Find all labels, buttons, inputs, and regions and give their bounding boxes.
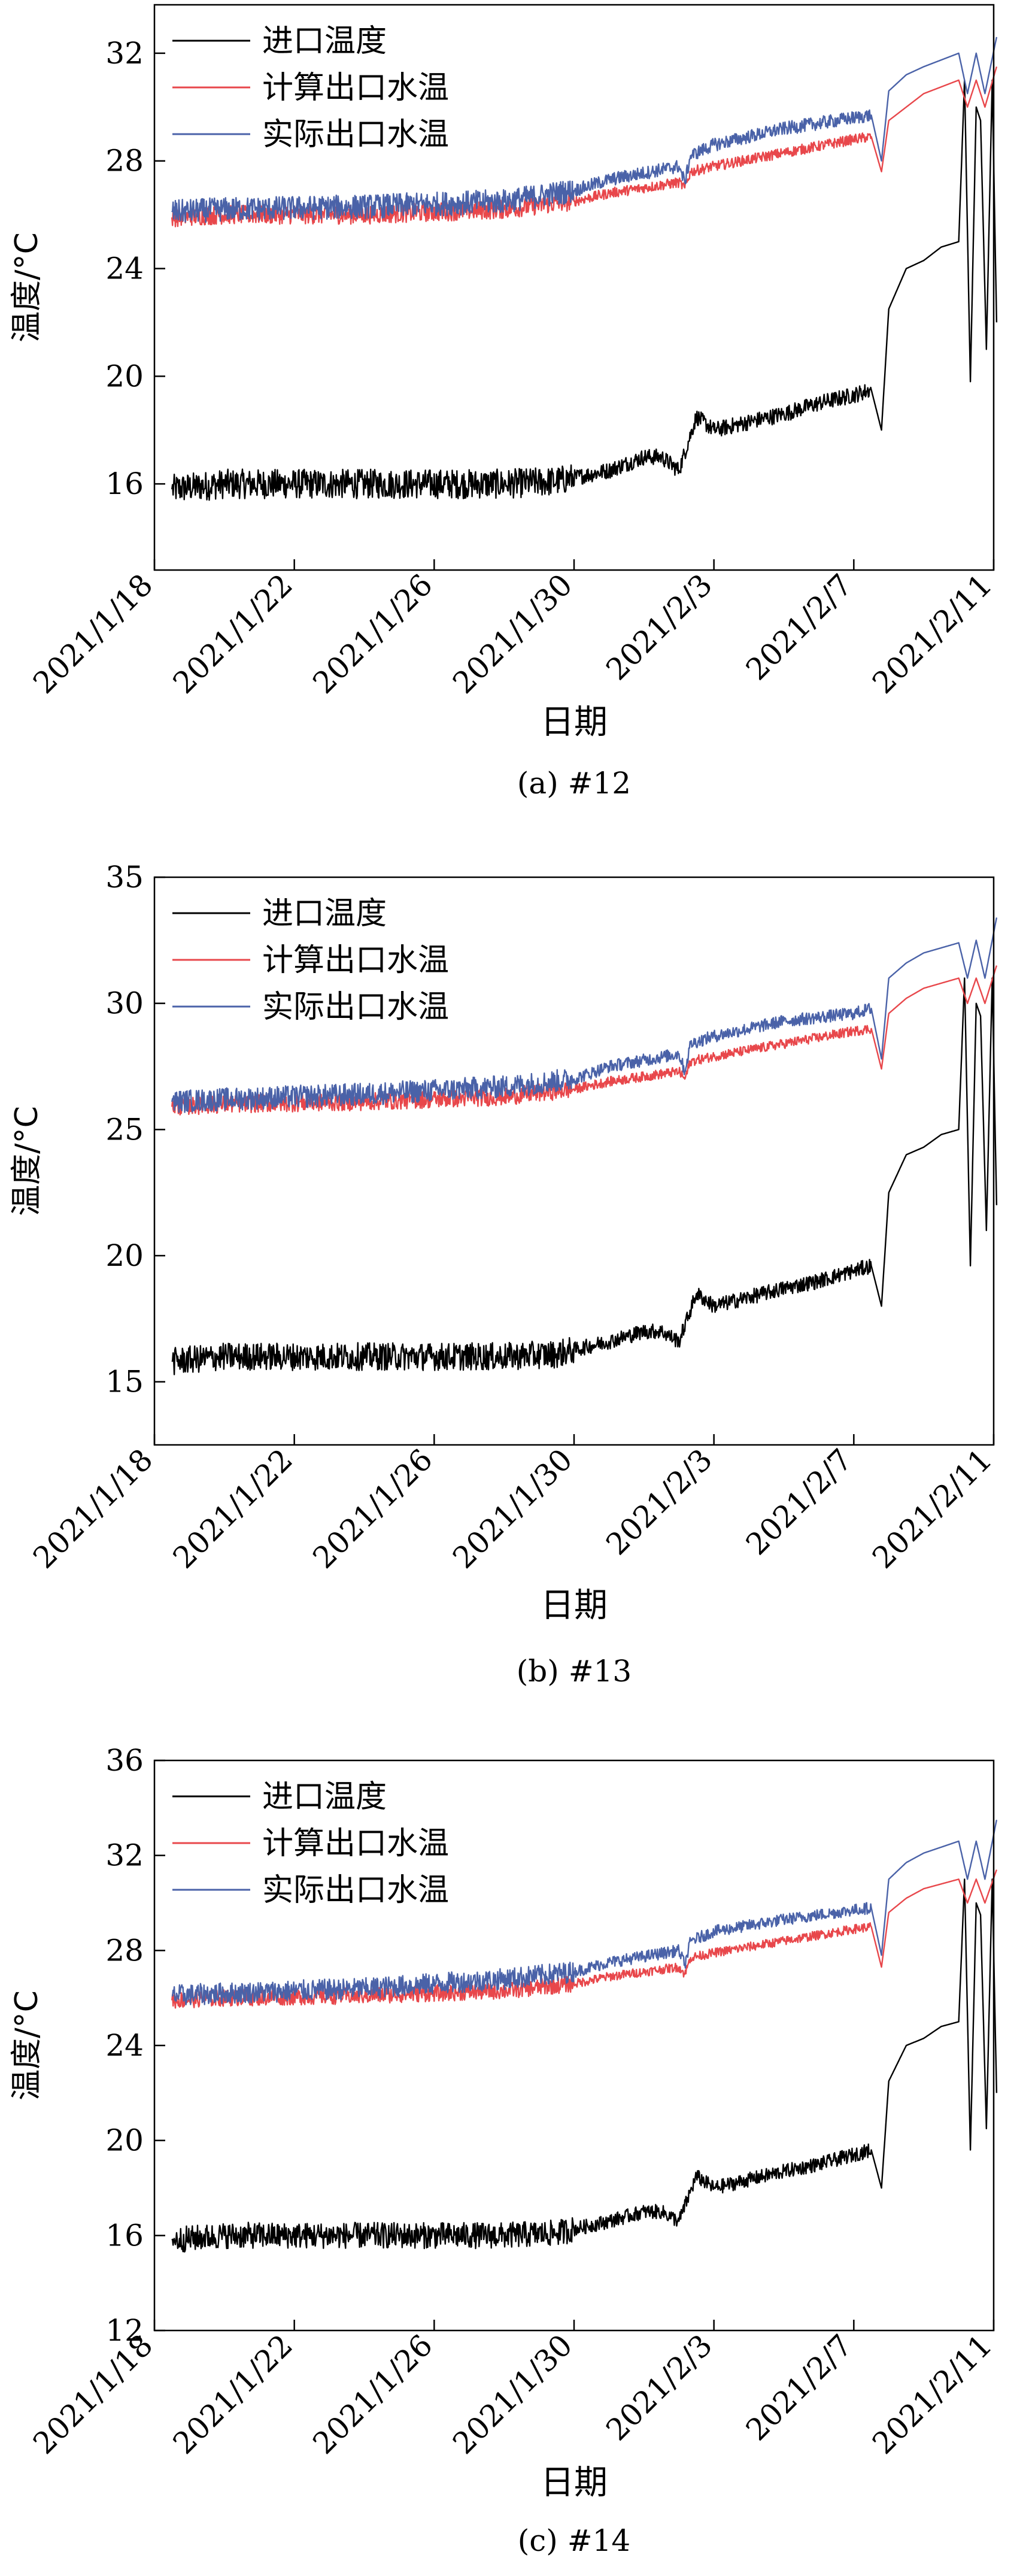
x-tick-label: 2021/1/30 bbox=[446, 567, 579, 700]
y-tick-label: 15 bbox=[105, 1365, 144, 1399]
legend-label: 计算出口水温 bbox=[262, 1826, 449, 1862]
x-tick-label: 2021/2/11 bbox=[866, 1442, 998, 1575]
chart-caption: (a) #12 bbox=[517, 766, 631, 801]
y-tick-label: 36 bbox=[105, 1743, 144, 1778]
series-group bbox=[171, 37, 998, 501]
y-axis-label: 温度/°C bbox=[9, 1990, 45, 2101]
y-tick-label: 28 bbox=[105, 1933, 144, 1968]
x-tick-label: 2021/2/3 bbox=[599, 2328, 719, 2447]
series-line-3 bbox=[171, 1819, 998, 2005]
x-tick-label: 2021/2/7 bbox=[739, 1442, 859, 1562]
legend-label: 计算出口水温 bbox=[262, 942, 449, 978]
series-line-1 bbox=[171, 1878, 998, 2253]
chart-caption: (c) #14 bbox=[518, 2523, 630, 2558]
legend-label: 实际出口水温 bbox=[262, 1872, 449, 1908]
x-tick-label: 2021/1/22 bbox=[166, 567, 299, 700]
y-axis-label: 温度/°C bbox=[9, 1106, 45, 1216]
y-tick-label: 24 bbox=[105, 2028, 144, 2063]
y-tick-label: 20 bbox=[105, 1238, 144, 1273]
y-tick-label: 12 bbox=[105, 2313, 144, 2348]
x-tick-label: 2021/2/11 bbox=[866, 2328, 998, 2460]
x-tick-label: 2021/1/30 bbox=[446, 1442, 579, 1575]
x-tick-label: 2021/1/26 bbox=[306, 1442, 439, 1575]
legend-label: 实际出口水温 bbox=[262, 117, 449, 153]
y-tick-label: 32 bbox=[105, 1838, 144, 1873]
y-tick-label: 32 bbox=[105, 36, 144, 71]
legend-label: 计算出口水温 bbox=[262, 70, 449, 106]
legend-label: 进口温度 bbox=[262, 23, 387, 59]
x-tick-label: 2021/1/26 bbox=[306, 567, 439, 700]
x-axis-label: 日期 bbox=[541, 1586, 608, 1625]
y-tick-label: 25 bbox=[105, 1112, 144, 1147]
chart-panel-3: 12 16 20 24 28 32 36 2021/1/18 2021/1/22 2021/1/2… bbox=[9, 1743, 998, 2558]
legend-label: 进口温度 bbox=[262, 896, 387, 932]
x-tick-label: 2021/2/3 bbox=[599, 1442, 719, 1562]
x-tick-label: 2021/1/18 bbox=[26, 567, 159, 700]
y-tick-label: 16 bbox=[105, 466, 144, 501]
y-tick-label: 20 bbox=[105, 2123, 144, 2158]
y-tick-label: 24 bbox=[105, 251, 144, 286]
series-line-1 bbox=[171, 977, 998, 1375]
x-axis-label: 日期 bbox=[541, 703, 608, 742]
y-tick-label: 35 bbox=[105, 860, 144, 895]
series-group bbox=[171, 1819, 998, 2253]
x-tick-label: 2021/1/18 bbox=[26, 2328, 159, 2460]
x-tick-label: 2021/1/22 bbox=[166, 2328, 299, 2460]
y-tick-label: 20 bbox=[105, 359, 144, 393]
x-tick-label: 2021/1/30 bbox=[446, 2328, 579, 2460]
x-tick-label: 2021/1/22 bbox=[166, 1442, 299, 1575]
legend-label: 实际出口水温 bbox=[262, 989, 449, 1025]
series-line-3 bbox=[171, 917, 998, 1113]
y-tick-label: 16 bbox=[105, 2218, 144, 2253]
series-line-2 bbox=[171, 1869, 998, 2009]
x-tick-label: 2021/1/18 bbox=[26, 1442, 159, 1575]
y-tick-label: 30 bbox=[105, 986, 144, 1021]
y-axis-label: 温度/°C bbox=[9, 232, 45, 343]
y-tick-label: 28 bbox=[105, 144, 144, 178]
x-tick-label: 2021/2/3 bbox=[599, 567, 719, 687]
x-tick-label: 2021/2/7 bbox=[739, 567, 859, 687]
x-tick-label: 2021/1/26 bbox=[306, 2328, 439, 2460]
series-line-3 bbox=[171, 37, 998, 223]
x-tick-label: 2021/2/7 bbox=[739, 2328, 859, 2447]
chart-caption: (b) #13 bbox=[517, 1654, 632, 1689]
series-group bbox=[171, 917, 998, 1375]
x-axis-label: 日期 bbox=[541, 2463, 608, 2502]
legend-label: 进口温度 bbox=[262, 1779, 387, 1815]
x-tick-label: 2021/2/11 bbox=[866, 567, 998, 700]
series-line-1 bbox=[171, 79, 998, 501]
